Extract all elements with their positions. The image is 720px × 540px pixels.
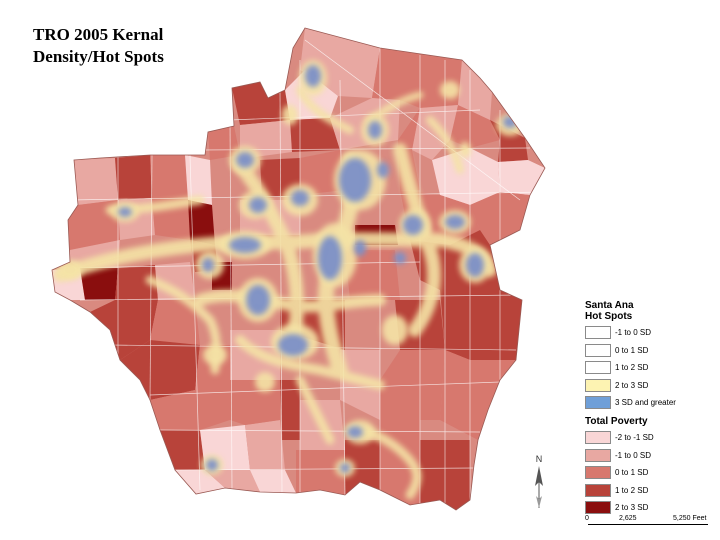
north-arrow-icon: N (535, 454, 543, 508)
legend-label: 2 to 3 SD (615, 503, 649, 512)
legend-swatch (585, 378, 611, 392)
hotspots-legend-title: Santa Ana Hot Spots (585, 300, 634, 322)
scale-label-end: 5,250 Feet (673, 515, 707, 522)
legend-label: 2 to 3 SD (615, 380, 649, 390)
legend-item: 0 to 1 SD (585, 465, 715, 480)
legend-item: -1 to 0 SD (585, 325, 715, 340)
map-title: TRO 2005 Kernal Density/Hot Spots (33, 24, 253, 68)
legend-swatch (585, 326, 611, 339)
legend-label: -1 to 0 SD (615, 328, 652, 337)
legend-item: -1 to 0 SD (585, 448, 715, 463)
legend-swatch (585, 343, 611, 357)
legend-swatch (585, 431, 611, 444)
north-label: N (536, 454, 543, 464)
legend-label: 1 to 2 SD (615, 363, 649, 372)
legend-label: 1 to 2 SD (615, 485, 649, 495)
legend-label: -1 to 0 SD (615, 450, 652, 460)
legend-label: 0 to 1 SD (615, 468, 649, 477)
legend-label: -2 to -1 SD (615, 433, 654, 442)
legend-swatch (585, 361, 611, 374)
legend-item: 1 to 2 SD (585, 360, 715, 375)
scale-label-mid: 2,625 (619, 515, 637, 522)
legend-swatch (585, 396, 611, 409)
title-line-1: TRO 2005 Kernal (33, 25, 164, 44)
legend-swatch (585, 466, 611, 479)
scale-bar: 0 2,625 5,250 Feet (585, 512, 715, 534)
scale-label-start: 0 (585, 515, 589, 522)
legend-item: 0 to 1 SD (585, 343, 715, 358)
legend-item: 2 to 3 SD (585, 378, 715, 393)
legend-label: 3 SD and greater (615, 398, 676, 407)
legend-swatch (585, 448, 611, 462)
hotspots-legend-items: -1 to 0 SD 0 to 1 SD 1 to 2 SD 2 to 3 SD… (585, 325, 715, 410)
legend-item: 2 to 3 SD (585, 500, 715, 515)
legend-item: 1 to 2 SD (585, 483, 715, 498)
legend-label: 0 to 1 SD (615, 345, 649, 355)
legend-swatch (585, 501, 611, 514)
map-legend: Santa Ana Hot Spots -1 to 0 SD 0 to 1 SD… (585, 300, 715, 518)
poverty-legend-title: Total Poverty (585, 416, 648, 427)
legend-item: 3 SD and greater (585, 395, 715, 410)
legend-swatch (585, 483, 611, 497)
title-line-2: Density/Hot Spots (33, 47, 164, 66)
legend-item: -2 to -1 SD (585, 430, 715, 445)
hotspot-blue-layer (118, 65, 517, 473)
poverty-legend-items: -2 to -1 SD -1 to 0 SD 0 to 1 SD 1 to 2 … (585, 430, 715, 515)
scale-line (588, 524, 708, 525)
